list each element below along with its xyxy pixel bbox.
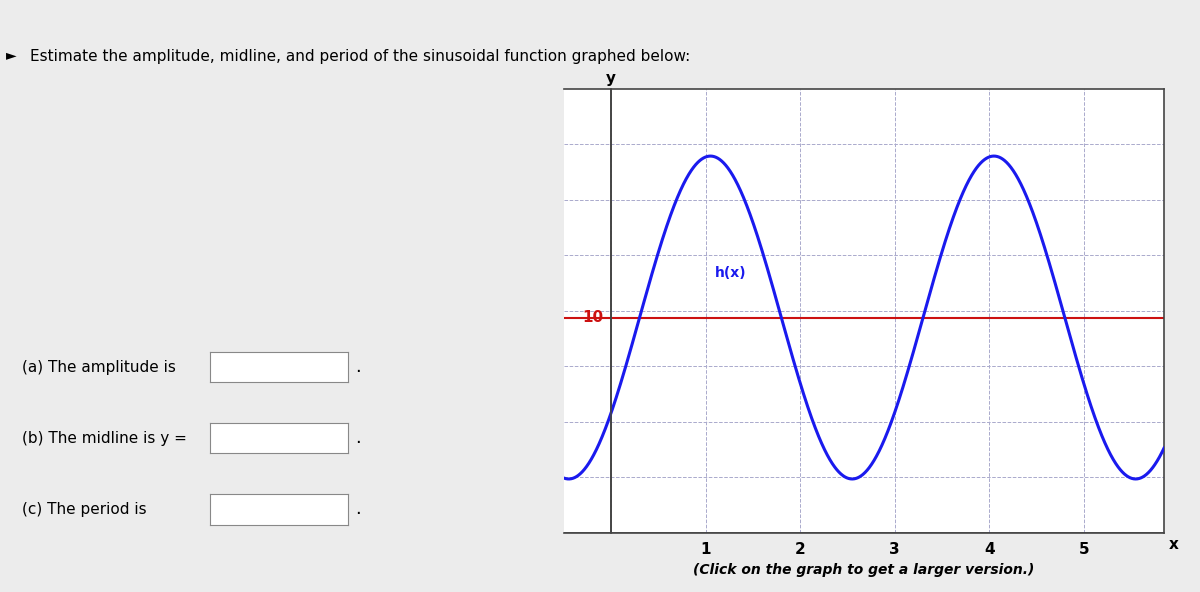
- Text: .: .: [355, 358, 361, 376]
- Text: Estimate the amplitude, midline, and period of the sinusoidal function graphed b: Estimate the amplitude, midline, and per…: [30, 49, 690, 63]
- Text: (Click on the graph to get a larger version.): (Click on the graph to get a larger vers…: [694, 563, 1034, 577]
- Text: .: .: [355, 429, 361, 447]
- Text: 10: 10: [582, 310, 604, 325]
- Text: (a) The amplitude is: (a) The amplitude is: [22, 359, 175, 375]
- Text: (c) The period is: (c) The period is: [22, 501, 146, 517]
- Text: (b) The midline is y =: (b) The midline is y =: [22, 430, 186, 446]
- Text: h(x): h(x): [715, 266, 746, 280]
- Text: x: x: [1169, 537, 1178, 552]
- Text: y: y: [606, 71, 617, 86]
- Text: .: .: [355, 500, 361, 518]
- Text: ►: ►: [6, 49, 17, 63]
